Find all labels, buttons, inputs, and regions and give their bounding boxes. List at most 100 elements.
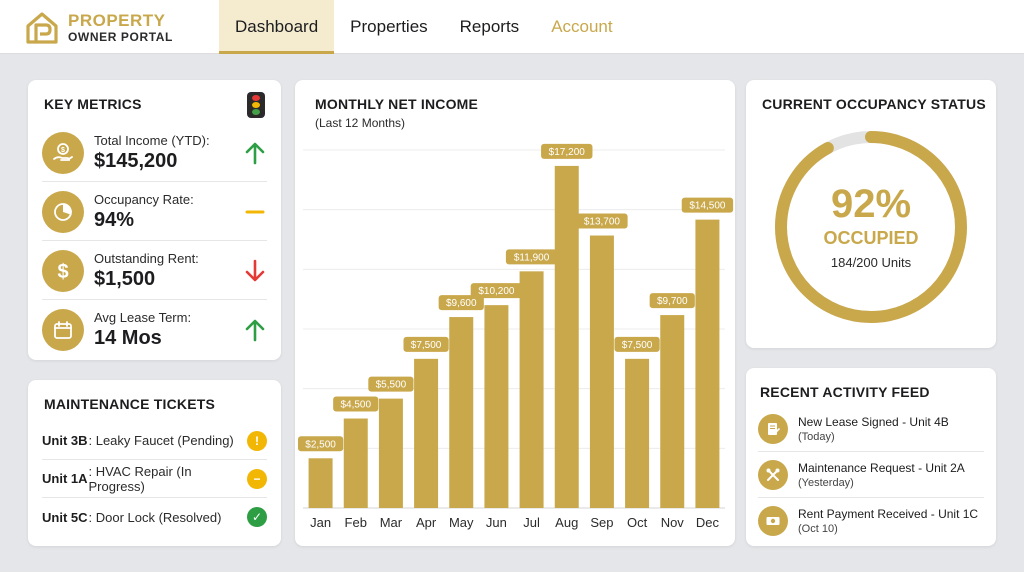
- tools-icon: [758, 459, 788, 490]
- brand-logo[interactable]: PROPERTY OWNER PORTAL: [24, 8, 173, 46]
- money-hand-icon: $: [42, 131, 84, 174]
- data-label-bg: [681, 197, 734, 213]
- data-label-bg: [649, 293, 695, 309]
- ticket-description: : Leaky Faucet (Pending): [88, 433, 234, 448]
- ticket-row[interactable]: Unit 3B : Leaky Faucet (Pending) !: [42, 422, 267, 460]
- activity-item[interactable]: New Lease Signed - Unit 4B (Today): [758, 406, 984, 452]
- data-label-bg: [614, 336, 660, 352]
- activity-item-title: Maintenance Request - Unit 2A: [798, 460, 965, 475]
- in-progress-status-icon: −: [247, 468, 267, 489]
- data-label-bg: [438, 295, 484, 311]
- bar-nov[interactable]: [660, 315, 685, 508]
- metric-value: 94%: [94, 208, 135, 231]
- top-header: PROPERTY OWNER PORTAL Dashboard Properti…: [0, 0, 1024, 54]
- tab-account[interactable]: Account: [551, 17, 613, 36]
- metric-label: Outstanding Rent:: [94, 250, 199, 266]
- metric-occupancy-rate: Occupancy Rate: 94%: [42, 183, 267, 241]
- data-label-bg: [333, 396, 379, 412]
- ticket-unit: Unit 5C: [42, 509, 88, 525]
- bar-dec[interactable]: [695, 219, 720, 508]
- data-label-bg: [541, 143, 593, 159]
- tab-properties[interactable]: Properties: [350, 17, 428, 36]
- ticket-row[interactable]: Unit 1A : HVAC Repair (In Progress) −: [42, 460, 267, 498]
- data-label: $13,700: [584, 217, 621, 228]
- x-tick-label: Jan: [310, 515, 331, 530]
- activity-item-time: (Yesterday): [798, 476, 854, 489]
- ticket-description: : HVAC Repair (In Progress): [88, 463, 192, 494]
- data-label: $9,700: [657, 296, 688, 307]
- metric-value: $145,200: [94, 149, 178, 172]
- x-tick-label: Oct: [627, 515, 648, 530]
- data-label: $11,900: [514, 252, 550, 263]
- metric-outstanding-rent: $ Outstanding Rent: $1,500: [42, 242, 267, 300]
- bar-may[interactable]: [449, 317, 474, 508]
- metric-label: Total Income (YTD):: [94, 132, 210, 148]
- resolved-status-icon: ✓: [247, 507, 267, 527]
- key-metrics-title: KEY METRICS: [44, 96, 142, 112]
- ticket-unit: Unit 3B: [42, 433, 88, 448]
- bar-apr[interactable]: [414, 358, 439, 508]
- activity-item[interactable]: Rent Payment Received - Unit 1C (Oct 10): [758, 498, 984, 544]
- svg-text:$: $: [61, 147, 65, 154]
- bar-jan[interactable]: [308, 458, 333, 508]
- pie-chart-icon: [42, 190, 84, 233]
- data-label: $5,500: [376, 380, 407, 391]
- x-tick-label: Feb: [345, 515, 367, 530]
- bar-jul[interactable]: [519, 271, 544, 508]
- data-label: $9,600: [446, 298, 477, 309]
- activity-title: RECENT ACTIVITY FEED: [760, 384, 930, 400]
- chart-title: MONTHLY NET INCOME: [315, 96, 479, 112]
- x-tick-label: Mar: [380, 515, 403, 530]
- bar-feb[interactable]: [343, 418, 368, 509]
- data-label: $14,500: [689, 201, 726, 212]
- dollar-icon: $: [42, 249, 84, 292]
- maintenance-tickets-card: MAINTENANCE TICKETS Unit 3B : Leaky Fauc…: [28, 380, 281, 546]
- x-tick-label: Aug: [555, 515, 578, 530]
- x-tick-label: Dec: [696, 515, 720, 530]
- trend-down-icon: [243, 259, 267, 283]
- chart-subtitle: (Last 12 Months): [315, 116, 406, 130]
- monthly-income-card: $2,500 Jan $4,500 Feb $5,500 Mar $7,500 Apr $9,6…: [295, 80, 735, 546]
- metric-avg-lease-term: Avg Lease Term: 14 Mos: [42, 301, 267, 359]
- bar-mar[interactable]: [378, 398, 403, 508]
- x-tick-label: Apr: [416, 515, 437, 530]
- tab-dashboard[interactable]: Dashboard: [219, 0, 335, 54]
- calendar-icon: [42, 309, 84, 351]
- ticket-description: : Door Lock (Resolved): [88, 509, 222, 525]
- activity-item[interactable]: Maintenance Request - Unit 2A (Yesterday…: [758, 452, 984, 498]
- metric-value: $1,500: [94, 267, 156, 290]
- x-tick-label: Sep: [590, 515, 613, 530]
- house-logo-icon: [26, 12, 58, 44]
- bar-oct[interactable]: [625, 358, 650, 508]
- data-label-bg: [368, 376, 414, 392]
- data-label-bg: [297, 436, 344, 452]
- data-label-bg: [505, 249, 558, 265]
- pending-status-icon: !: [247, 430, 267, 451]
- activity-item-title: New Lease Signed - Unit 4B: [798, 414, 949, 429]
- tab-reports[interactable]: Reports: [459, 17, 520, 36]
- data-label: $2,500: [305, 439, 336, 450]
- data-label-bg: [470, 283, 523, 299]
- svg-text:$: $: [57, 261, 68, 283]
- data-label: $4,500: [340, 400, 371, 411]
- metric-total-income: $ Total Income (YTD): $145,200: [42, 124, 267, 182]
- data-label: $7,500: [622, 340, 653, 351]
- trend-up-icon: [243, 318, 267, 342]
- x-tick-label: Jun: [486, 515, 507, 530]
- bar-sep[interactable]: [589, 235, 614, 508]
- ring-fill: [775, 131, 967, 323]
- occupancy-percent: 92%: [830, 182, 912, 226]
- brand-title: PROPERTY: [68, 10, 166, 30]
- activity-item-time: (Oct 10): [798, 523, 838, 535]
- bar-jun[interactable]: [484, 305, 509, 508]
- bar-aug[interactable]: [554, 165, 579, 508]
- ticket-row[interactable]: Unit 5C : Door Lock (Resolved) ✓: [42, 498, 267, 536]
- document-sign-icon: [758, 413, 788, 444]
- metric-label: Occupancy Rate:: [94, 191, 194, 207]
- occupancy-units: 184/200 Units: [830, 255, 912, 270]
- data-label-bg: [403, 336, 449, 352]
- data-label-bg: [576, 213, 628, 229]
- trend-flat-icon: [243, 200, 267, 224]
- main-nav: Dashboard Properties Reports Account: [219, 0, 629, 54]
- ticket-unit: Unit 1A: [42, 471, 88, 486]
